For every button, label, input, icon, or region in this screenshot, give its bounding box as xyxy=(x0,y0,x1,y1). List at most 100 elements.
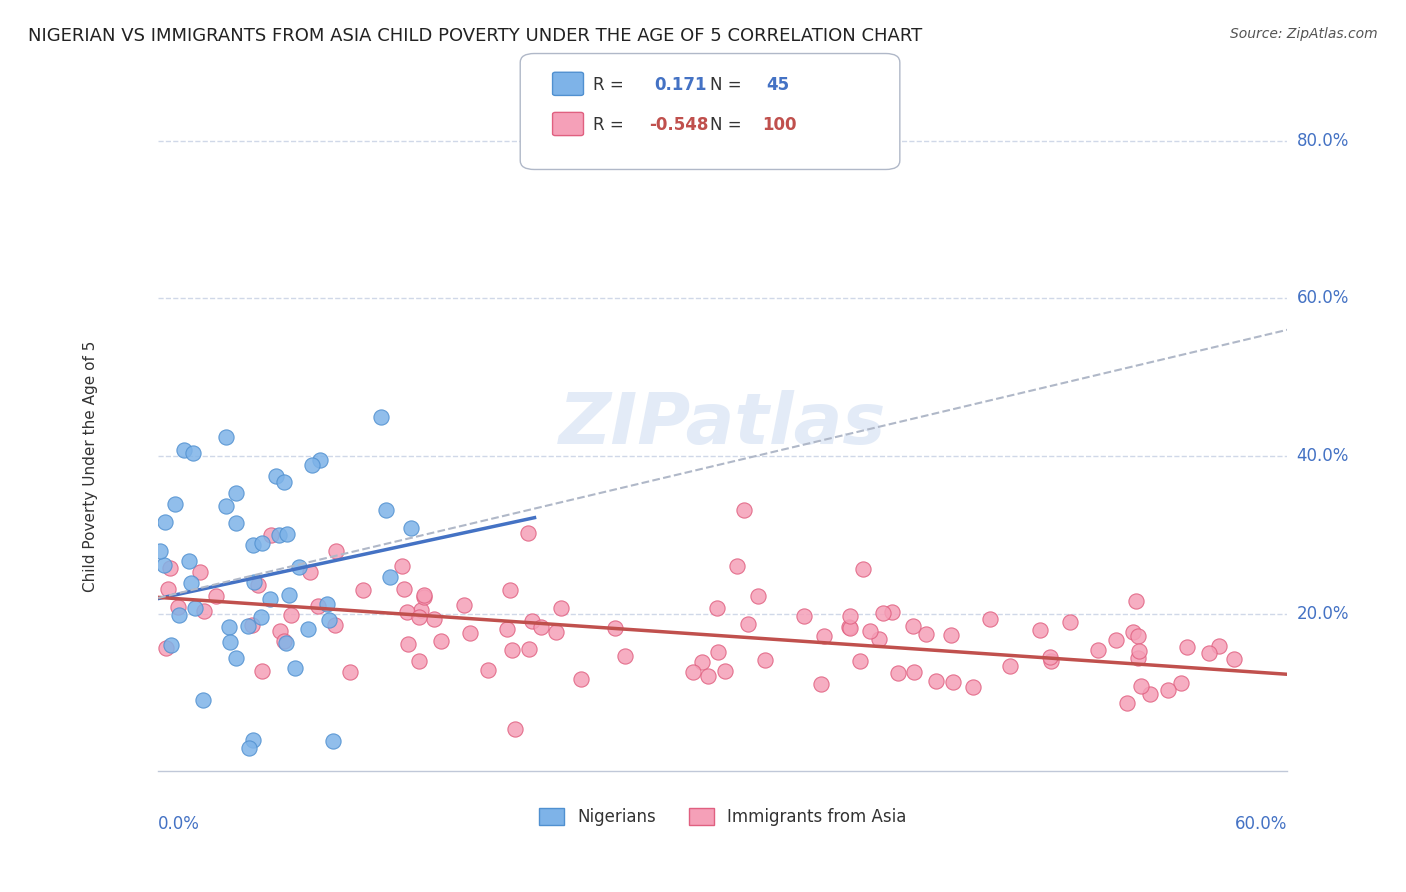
Point xyxy=(696,669,718,683)
Point xyxy=(571,673,593,687)
Point xyxy=(412,588,434,602)
Point xyxy=(323,618,346,632)
Point xyxy=(149,544,172,558)
Point xyxy=(707,644,730,658)
Point xyxy=(1115,696,1137,710)
Point xyxy=(395,605,418,619)
Point xyxy=(868,632,890,647)
Point xyxy=(412,590,434,604)
Text: 60.0%: 60.0% xyxy=(1296,289,1348,307)
Point xyxy=(1177,640,1199,654)
Point xyxy=(318,613,340,627)
Point xyxy=(1208,639,1230,653)
Point xyxy=(1126,628,1149,642)
Point xyxy=(725,559,748,574)
Point xyxy=(682,665,704,679)
Point xyxy=(1223,652,1246,666)
Point xyxy=(274,636,297,650)
Point xyxy=(848,654,870,668)
Point xyxy=(153,558,176,572)
Text: NIGERIAN VS IMMIGRANTS FROM ASIA CHILD POVERTY UNDER THE AGE OF 5 CORRELATION CH: NIGERIAN VS IMMIGRANTS FROM ASIA CHILD P… xyxy=(28,27,922,45)
Point xyxy=(747,590,769,604)
Point xyxy=(218,619,240,633)
Point xyxy=(308,453,330,467)
Point xyxy=(495,622,517,636)
Text: 80.0%: 80.0% xyxy=(1296,131,1348,150)
Point xyxy=(859,624,882,639)
Point xyxy=(550,600,572,615)
Text: 100: 100 xyxy=(762,116,797,134)
Point xyxy=(516,525,538,540)
Point xyxy=(813,629,835,643)
Point xyxy=(242,733,264,747)
Point xyxy=(370,409,392,424)
Point xyxy=(153,516,176,530)
Point xyxy=(603,621,626,635)
Point xyxy=(1040,654,1063,668)
Point xyxy=(503,722,526,736)
Text: 20.0%: 20.0% xyxy=(1296,605,1350,623)
Point xyxy=(430,633,453,648)
Point xyxy=(852,562,875,576)
Point xyxy=(901,619,924,633)
Point xyxy=(225,651,247,665)
Point xyxy=(242,538,264,552)
Point xyxy=(160,638,183,652)
Point xyxy=(979,612,1001,626)
Point xyxy=(276,526,298,541)
Point xyxy=(225,486,247,500)
Point xyxy=(165,498,187,512)
Point xyxy=(810,677,832,691)
Point xyxy=(159,561,181,575)
Point xyxy=(215,430,238,444)
Point xyxy=(325,544,347,558)
Point xyxy=(754,653,776,667)
Point xyxy=(396,637,419,651)
Point xyxy=(1039,649,1062,664)
Text: N =: N = xyxy=(710,116,741,134)
Point xyxy=(352,582,374,597)
Point xyxy=(453,599,475,613)
Point xyxy=(1105,633,1128,648)
Point xyxy=(903,665,925,680)
Point xyxy=(179,554,201,568)
Point xyxy=(238,619,260,633)
Point xyxy=(1029,624,1052,638)
Point xyxy=(1198,646,1220,660)
Point xyxy=(273,634,295,648)
Point xyxy=(259,528,281,542)
Point xyxy=(409,603,432,617)
Text: 0.0%: 0.0% xyxy=(159,815,200,833)
Point xyxy=(1156,682,1178,697)
Point xyxy=(942,675,965,690)
Point xyxy=(167,607,190,622)
Point xyxy=(322,733,344,747)
Point xyxy=(315,597,337,611)
Point xyxy=(1087,643,1109,657)
Point xyxy=(962,680,984,694)
Point xyxy=(278,588,301,602)
Point xyxy=(1130,679,1153,693)
Text: 40.0%: 40.0% xyxy=(1296,447,1348,465)
Point xyxy=(887,666,910,681)
Point xyxy=(1125,594,1147,608)
Point xyxy=(614,649,637,664)
Point xyxy=(155,640,177,655)
Point xyxy=(737,616,759,631)
Point xyxy=(733,503,755,517)
Point xyxy=(259,592,281,607)
Text: 60.0%: 60.0% xyxy=(1234,815,1288,833)
Text: 45: 45 xyxy=(766,76,789,94)
Point xyxy=(1128,644,1150,658)
Point xyxy=(264,469,287,483)
Point xyxy=(339,665,361,679)
Point xyxy=(391,559,413,574)
Point xyxy=(284,661,307,675)
Point xyxy=(184,600,207,615)
Point xyxy=(394,582,416,596)
Point xyxy=(225,516,247,530)
Point xyxy=(252,535,274,549)
Point xyxy=(706,601,728,615)
Point xyxy=(193,604,215,618)
Point xyxy=(408,610,430,624)
